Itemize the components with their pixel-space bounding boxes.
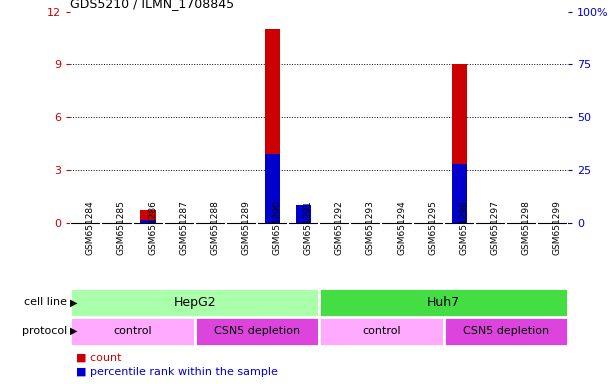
Bar (265, 154, 280, 223)
Text: GSM651289: GSM651289 (241, 200, 251, 255)
Text: CSN5 depletion: CSN5 depletion (463, 326, 549, 336)
Bar (296, 210, 312, 223)
Text: GSM651293: GSM651293 (366, 200, 375, 255)
Text: GSM651290: GSM651290 (273, 200, 282, 255)
Bar (141, 210, 156, 223)
Text: GSM651286: GSM651286 (148, 200, 157, 255)
Text: GSM651292: GSM651292 (335, 200, 344, 255)
Text: ▶: ▶ (70, 326, 77, 336)
Bar (452, 64, 467, 223)
Text: Huh7: Huh7 (427, 296, 460, 309)
Text: GSM651296: GSM651296 (459, 200, 468, 255)
Bar (296, 205, 312, 223)
Text: GSM651285: GSM651285 (117, 200, 126, 255)
Bar (70, 317, 195, 346)
Text: protocol: protocol (22, 326, 67, 336)
Text: GSM651294: GSM651294 (397, 200, 406, 255)
Text: cell line: cell line (24, 297, 67, 308)
Text: GSM651298: GSM651298 (522, 200, 530, 255)
Text: GSM651287: GSM651287 (179, 200, 188, 255)
Bar (70, 288, 320, 317)
Text: ■ count: ■ count (76, 353, 122, 363)
Text: GSM651295: GSM651295 (428, 200, 437, 255)
Text: control: control (362, 326, 401, 336)
Bar (320, 288, 568, 317)
Bar (444, 317, 568, 346)
Text: control: control (113, 326, 152, 336)
Bar (141, 220, 156, 223)
Bar (320, 317, 444, 346)
Text: CSN5 depletion: CSN5 depletion (214, 326, 300, 336)
Text: GSM651291: GSM651291 (304, 200, 313, 255)
Bar (265, 29, 280, 223)
Text: GSM651284: GSM651284 (86, 200, 95, 255)
Text: GDS5210 / ILMN_1708845: GDS5210 / ILMN_1708845 (70, 0, 235, 10)
Bar (195, 317, 320, 346)
Text: GSM651299: GSM651299 (553, 200, 562, 255)
Text: HepG2: HepG2 (174, 296, 216, 309)
Bar (452, 164, 467, 223)
Text: ▶: ▶ (70, 297, 77, 308)
Text: GSM651288: GSM651288 (210, 200, 219, 255)
Text: GSM651297: GSM651297 (491, 200, 499, 255)
Text: ■ percentile rank within the sample: ■ percentile rank within the sample (76, 366, 278, 377)
